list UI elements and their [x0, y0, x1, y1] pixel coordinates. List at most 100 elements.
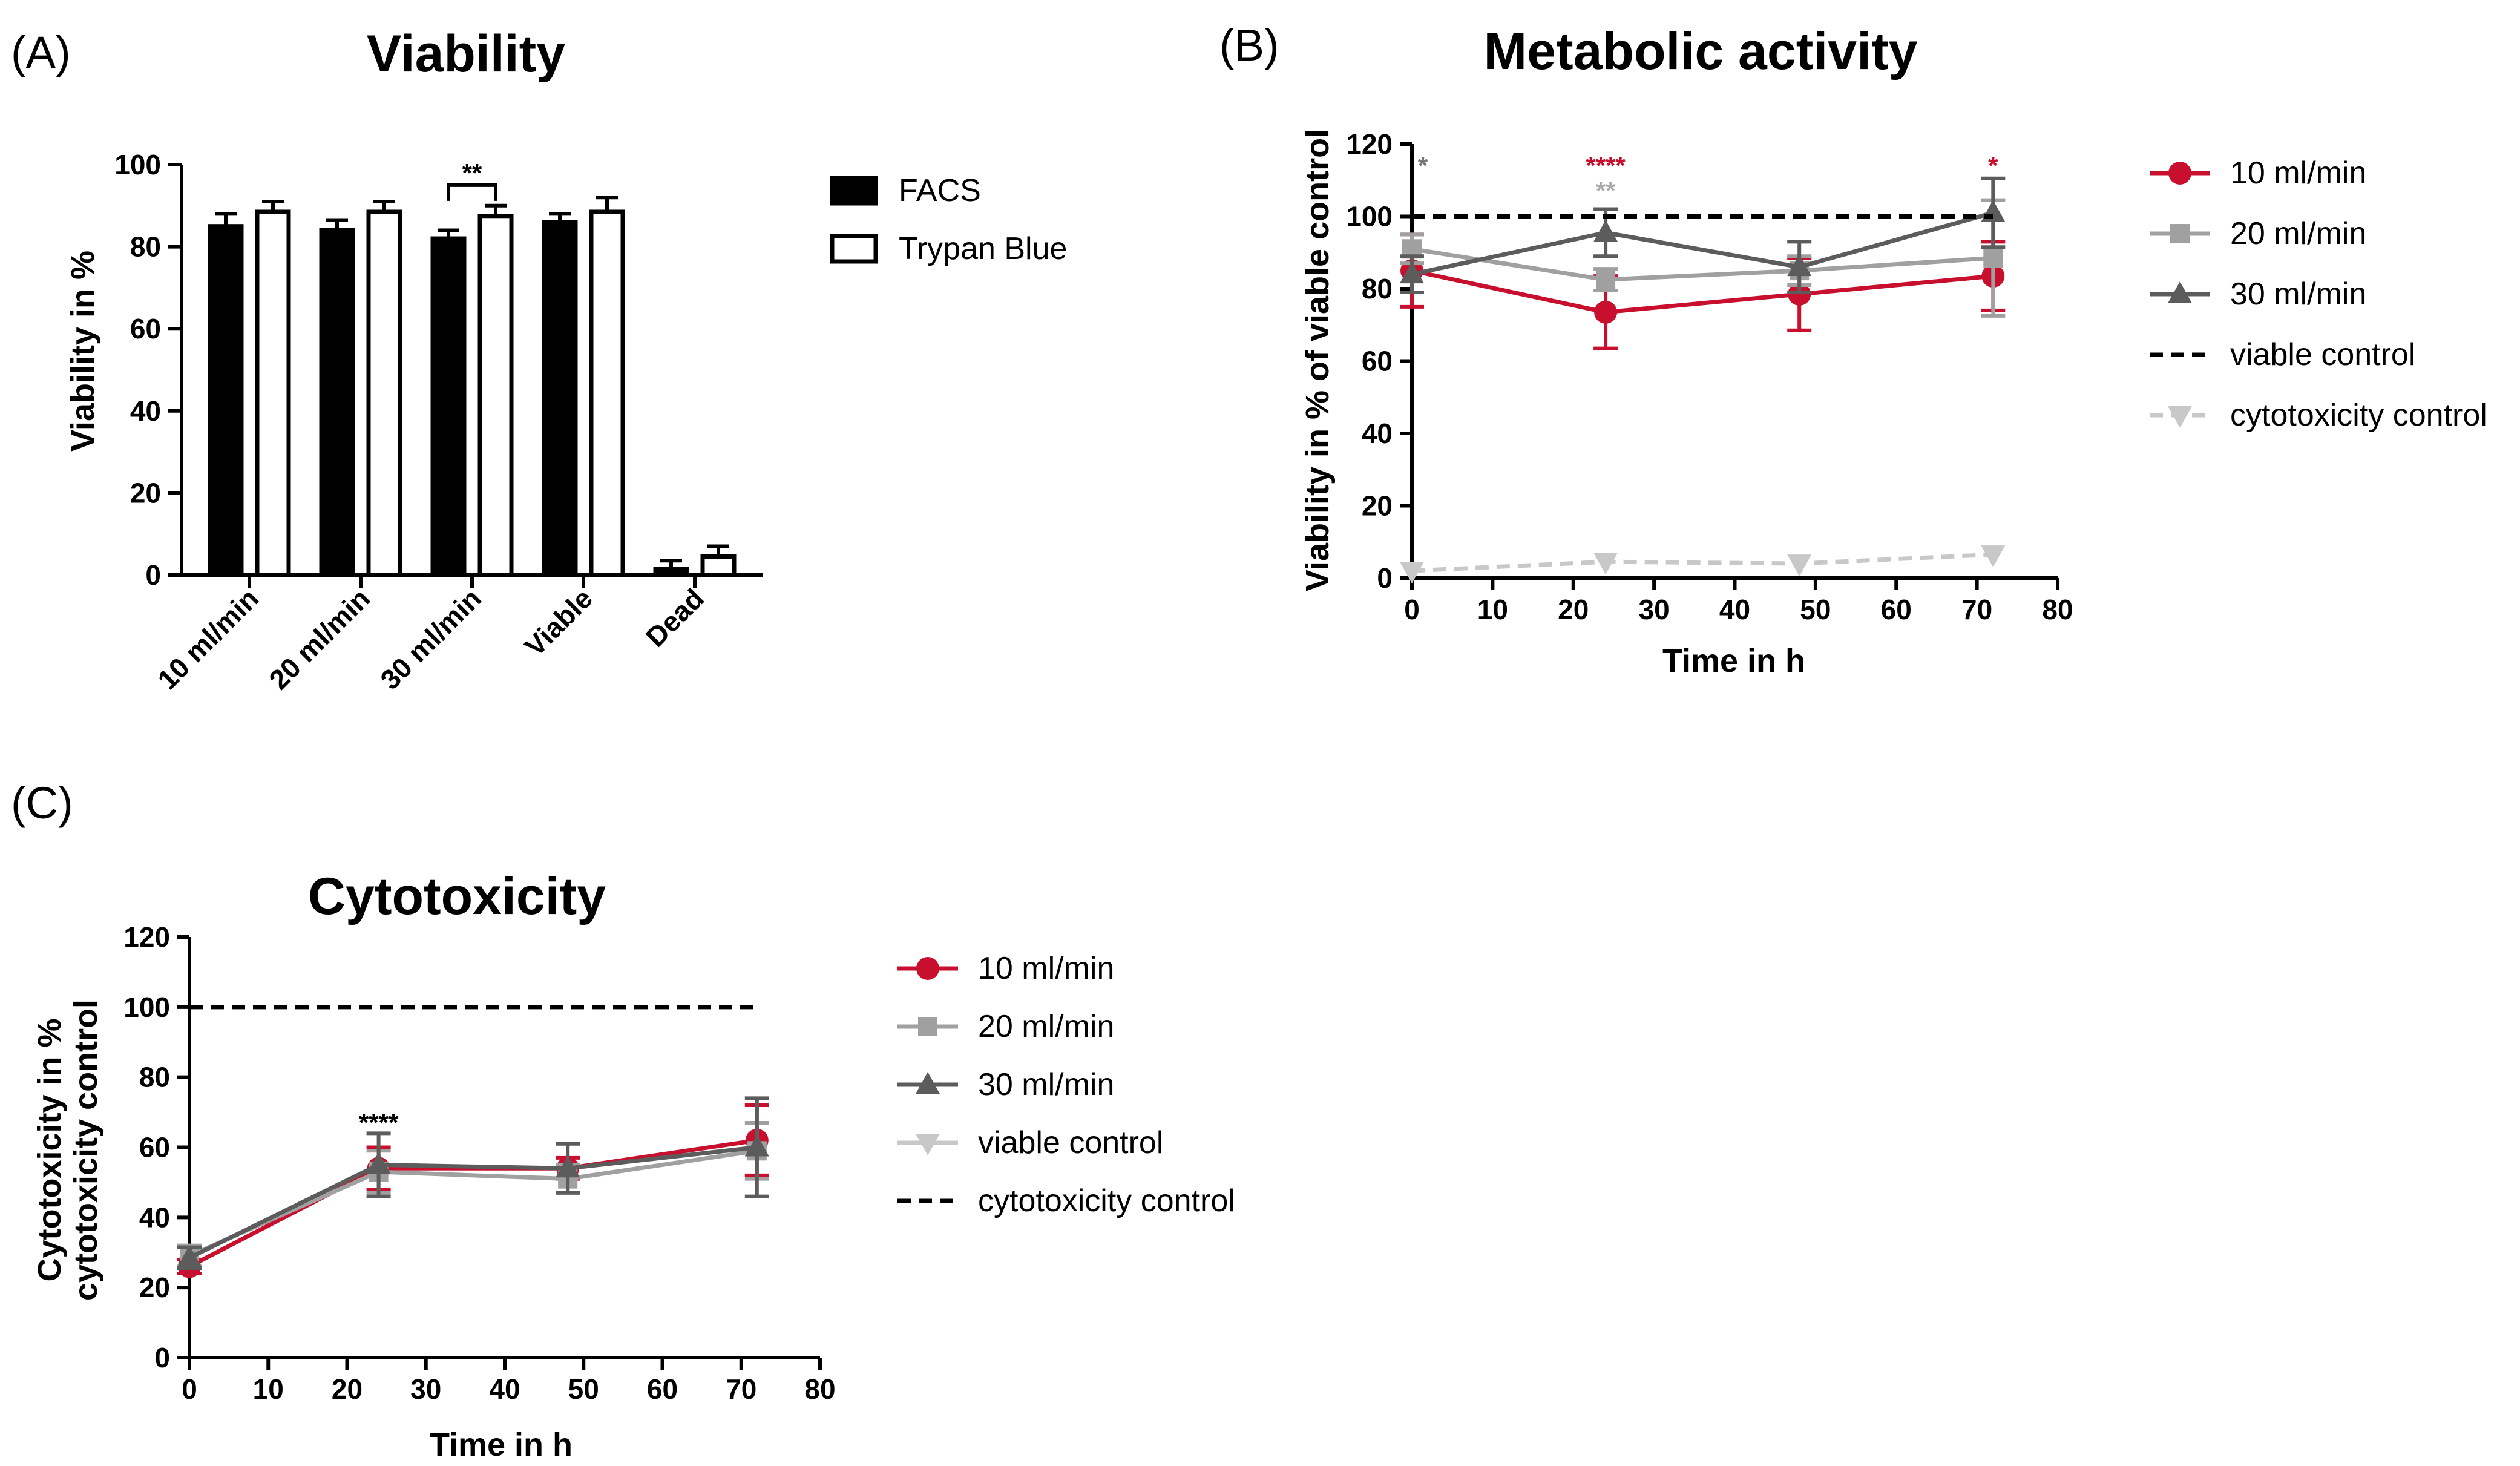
panel-a-title: Viability	[367, 25, 565, 83]
panel-c-label: (C)	[11, 778, 73, 828]
x-tick-label-dead: Dead	[640, 582, 710, 652]
significance-label: **	[462, 159, 482, 187]
panel-c-legend: 10 ml/min 20 ml/min 30 ml/min viable contro…	[897, 951, 1235, 1218]
x-tick-label: 0	[182, 1373, 197, 1405]
significance-label: *	[1988, 151, 1998, 180]
legend-label-30-ml-min: 30 ml/min	[2230, 277, 2366, 312]
panel-b-y-axis-label: Viability in % of viable control	[1299, 129, 1336, 591]
x-tick-label: 20	[1558, 594, 1589, 625]
legend-label-cytotoxicity-control: cytotoxicity control	[2230, 398, 2487, 433]
bar-facs-viable	[542, 220, 578, 577]
bar-facs-20-ml-min	[319, 228, 355, 577]
legend-marker-10-ml-min	[2168, 162, 2191, 185]
y-tick-label: 60	[139, 1132, 170, 1163]
panel-a-viability: (A) Viability Viability in % 0 20 40 60 80 10…	[11, 25, 1067, 695]
panel-c-x-axis-label: Time in h	[430, 1427, 573, 1463]
data-point-30-ml-min	[744, 1134, 769, 1157]
legend-marker-cytotoxicity-control	[2168, 406, 2192, 428]
y-tick-label: 20	[130, 477, 161, 508]
legend-label-20-ml-min: 20 ml/min	[2230, 216, 2366, 251]
y-tick-label: 120	[123, 921, 170, 953]
panel-a-legend: FACS Trypan Blue	[830, 173, 1067, 266]
legend-marker-20-ml-min	[2170, 224, 2190, 243]
legend-marker-20-ml-min	[918, 1017, 937, 1036]
bar-facs-30-ml-min	[430, 236, 467, 577]
legend-marker-10-ml-min	[916, 957, 939, 980]
significance-label: **	[1596, 177, 1616, 205]
y-tick-label: 40	[1362, 418, 1393, 449]
data-point-30-ml-min	[1981, 200, 2006, 222]
legend-marker-30-ml-min	[916, 1072, 940, 1094]
y-tick-label: 60	[1362, 346, 1393, 377]
panel-a-bars: **	[208, 159, 737, 577]
legend-label-10-ml-min: 10 ml/min	[2230, 156, 2366, 191]
x-tick-label: 80	[804, 1373, 835, 1405]
y-tick-label: 0	[1377, 562, 1393, 594]
x-tick-label: 70	[726, 1373, 756, 1405]
panel-c-series: ****	[177, 1005, 769, 1278]
panel-c-title: Cytotoxicity	[308, 867, 606, 925]
series-line-20-ml-min	[1411, 246, 1993, 282]
data-point-cytotoxicity-control	[1400, 562, 1424, 584]
legend-swatch-facs	[830, 176, 878, 206]
x-tick-label: 70	[1961, 594, 1992, 625]
x-tick-label: 20	[332, 1373, 363, 1405]
data-point-cytotoxicity-control	[1981, 545, 2006, 568]
data-point-30-ml-min	[366, 1152, 391, 1174]
data-point-30-ml-min	[1787, 254, 1812, 277]
x-tick-label-viable: Viable	[519, 582, 599, 662]
panel-b-label: (B)	[1219, 20, 1279, 70]
y-tick-label: 100	[123, 991, 170, 1023]
data-point-20-ml-min	[1596, 270, 1616, 290]
y-tick-label: 100	[1346, 201, 1393, 232]
bar-trypan-blue-viable	[589, 209, 625, 577]
series-line-10-ml-min	[1411, 268, 1993, 315]
bar-trypan-blue-10-ml-min	[255, 209, 291, 577]
legend-label-cytotoxicity-control: cytotoxicity control	[978, 1183, 1235, 1218]
y-tick-label: 120	[1346, 128, 1393, 160]
y-tick-label: 80	[1362, 273, 1393, 304]
y-tick-label: 20	[139, 1272, 170, 1303]
x-tick-label: 30	[1639, 594, 1670, 625]
panel-c-y-axis-label-line1: Cytotoxicity in %	[31, 1018, 68, 1281]
data-point-30-ml-min	[1593, 220, 1618, 242]
y-tick-label: 0	[154, 1342, 170, 1373]
series-line-cytotoxicity-control	[1411, 552, 1993, 573]
series-line-30-ml-min	[1411, 211, 1994, 277]
x-tick-label: 0	[1404, 594, 1420, 625]
panel-b-series: * *******	[1400, 151, 2006, 584]
bar-facs-dead	[653, 567, 689, 577]
significance-bracket	[447, 183, 497, 201]
y-tick-label: 80	[139, 1062, 170, 1093]
y-tick-label: 60	[130, 313, 161, 344]
panel-a-label: (A)	[11, 27, 71, 77]
y-tick-label: 40	[130, 395, 161, 427]
x-tick-label-30-ml-min: 30 ml/min	[374, 582, 487, 695]
panel-c-axes: 0 20 40 60 80 100 120 0 10 20 30 40 50 60 70 80	[123, 921, 835, 1405]
legend-label-10-ml-min: 10 ml/min	[978, 951, 1114, 986]
data-point-10-ml-min	[1594, 300, 1618, 324]
panel-c-cytotoxicity: (C) Cytotoxicity Cytotoxicity in % cytot…	[11, 778, 1235, 1463]
significance-label: ****	[1586, 151, 1626, 180]
legend-swatch-trypan-blue	[830, 234, 878, 264]
y-tick-label: 40	[139, 1201, 170, 1233]
data-point-30-ml-min	[1400, 261, 1424, 284]
y-tick-label: 20	[1362, 490, 1393, 522]
panel-b-legend: 10 ml/min 20 ml/min 30 ml/min viable contro…	[2150, 156, 2487, 433]
data-point-20-ml-min	[1983, 248, 2003, 268]
legend-label-30-ml-min: 30 ml/min	[978, 1067, 1114, 1102]
x-tick-label: 10	[1477, 594, 1508, 625]
legend-label-20-ml-min: 20 ml/min	[978, 1009, 1114, 1044]
significance-label: ****	[359, 1108, 399, 1137]
x-tick-label: 50	[1800, 594, 1831, 625]
legend-label-viable-control: viable control	[2230, 337, 2415, 372]
series-line-10-ml-min	[188, 1138, 758, 1269]
x-tick-label: 80	[2042, 594, 2073, 625]
data-point-30-ml-min	[556, 1155, 580, 1178]
bar-facs-10-ml-min	[208, 224, 244, 577]
bar-trypan-blue-30-ml-min	[477, 214, 514, 577]
series-line-20-ml-min	[188, 1148, 758, 1258]
x-tick-label: 10	[253, 1373, 284, 1405]
y-tick-label: 100	[114, 149, 161, 180]
